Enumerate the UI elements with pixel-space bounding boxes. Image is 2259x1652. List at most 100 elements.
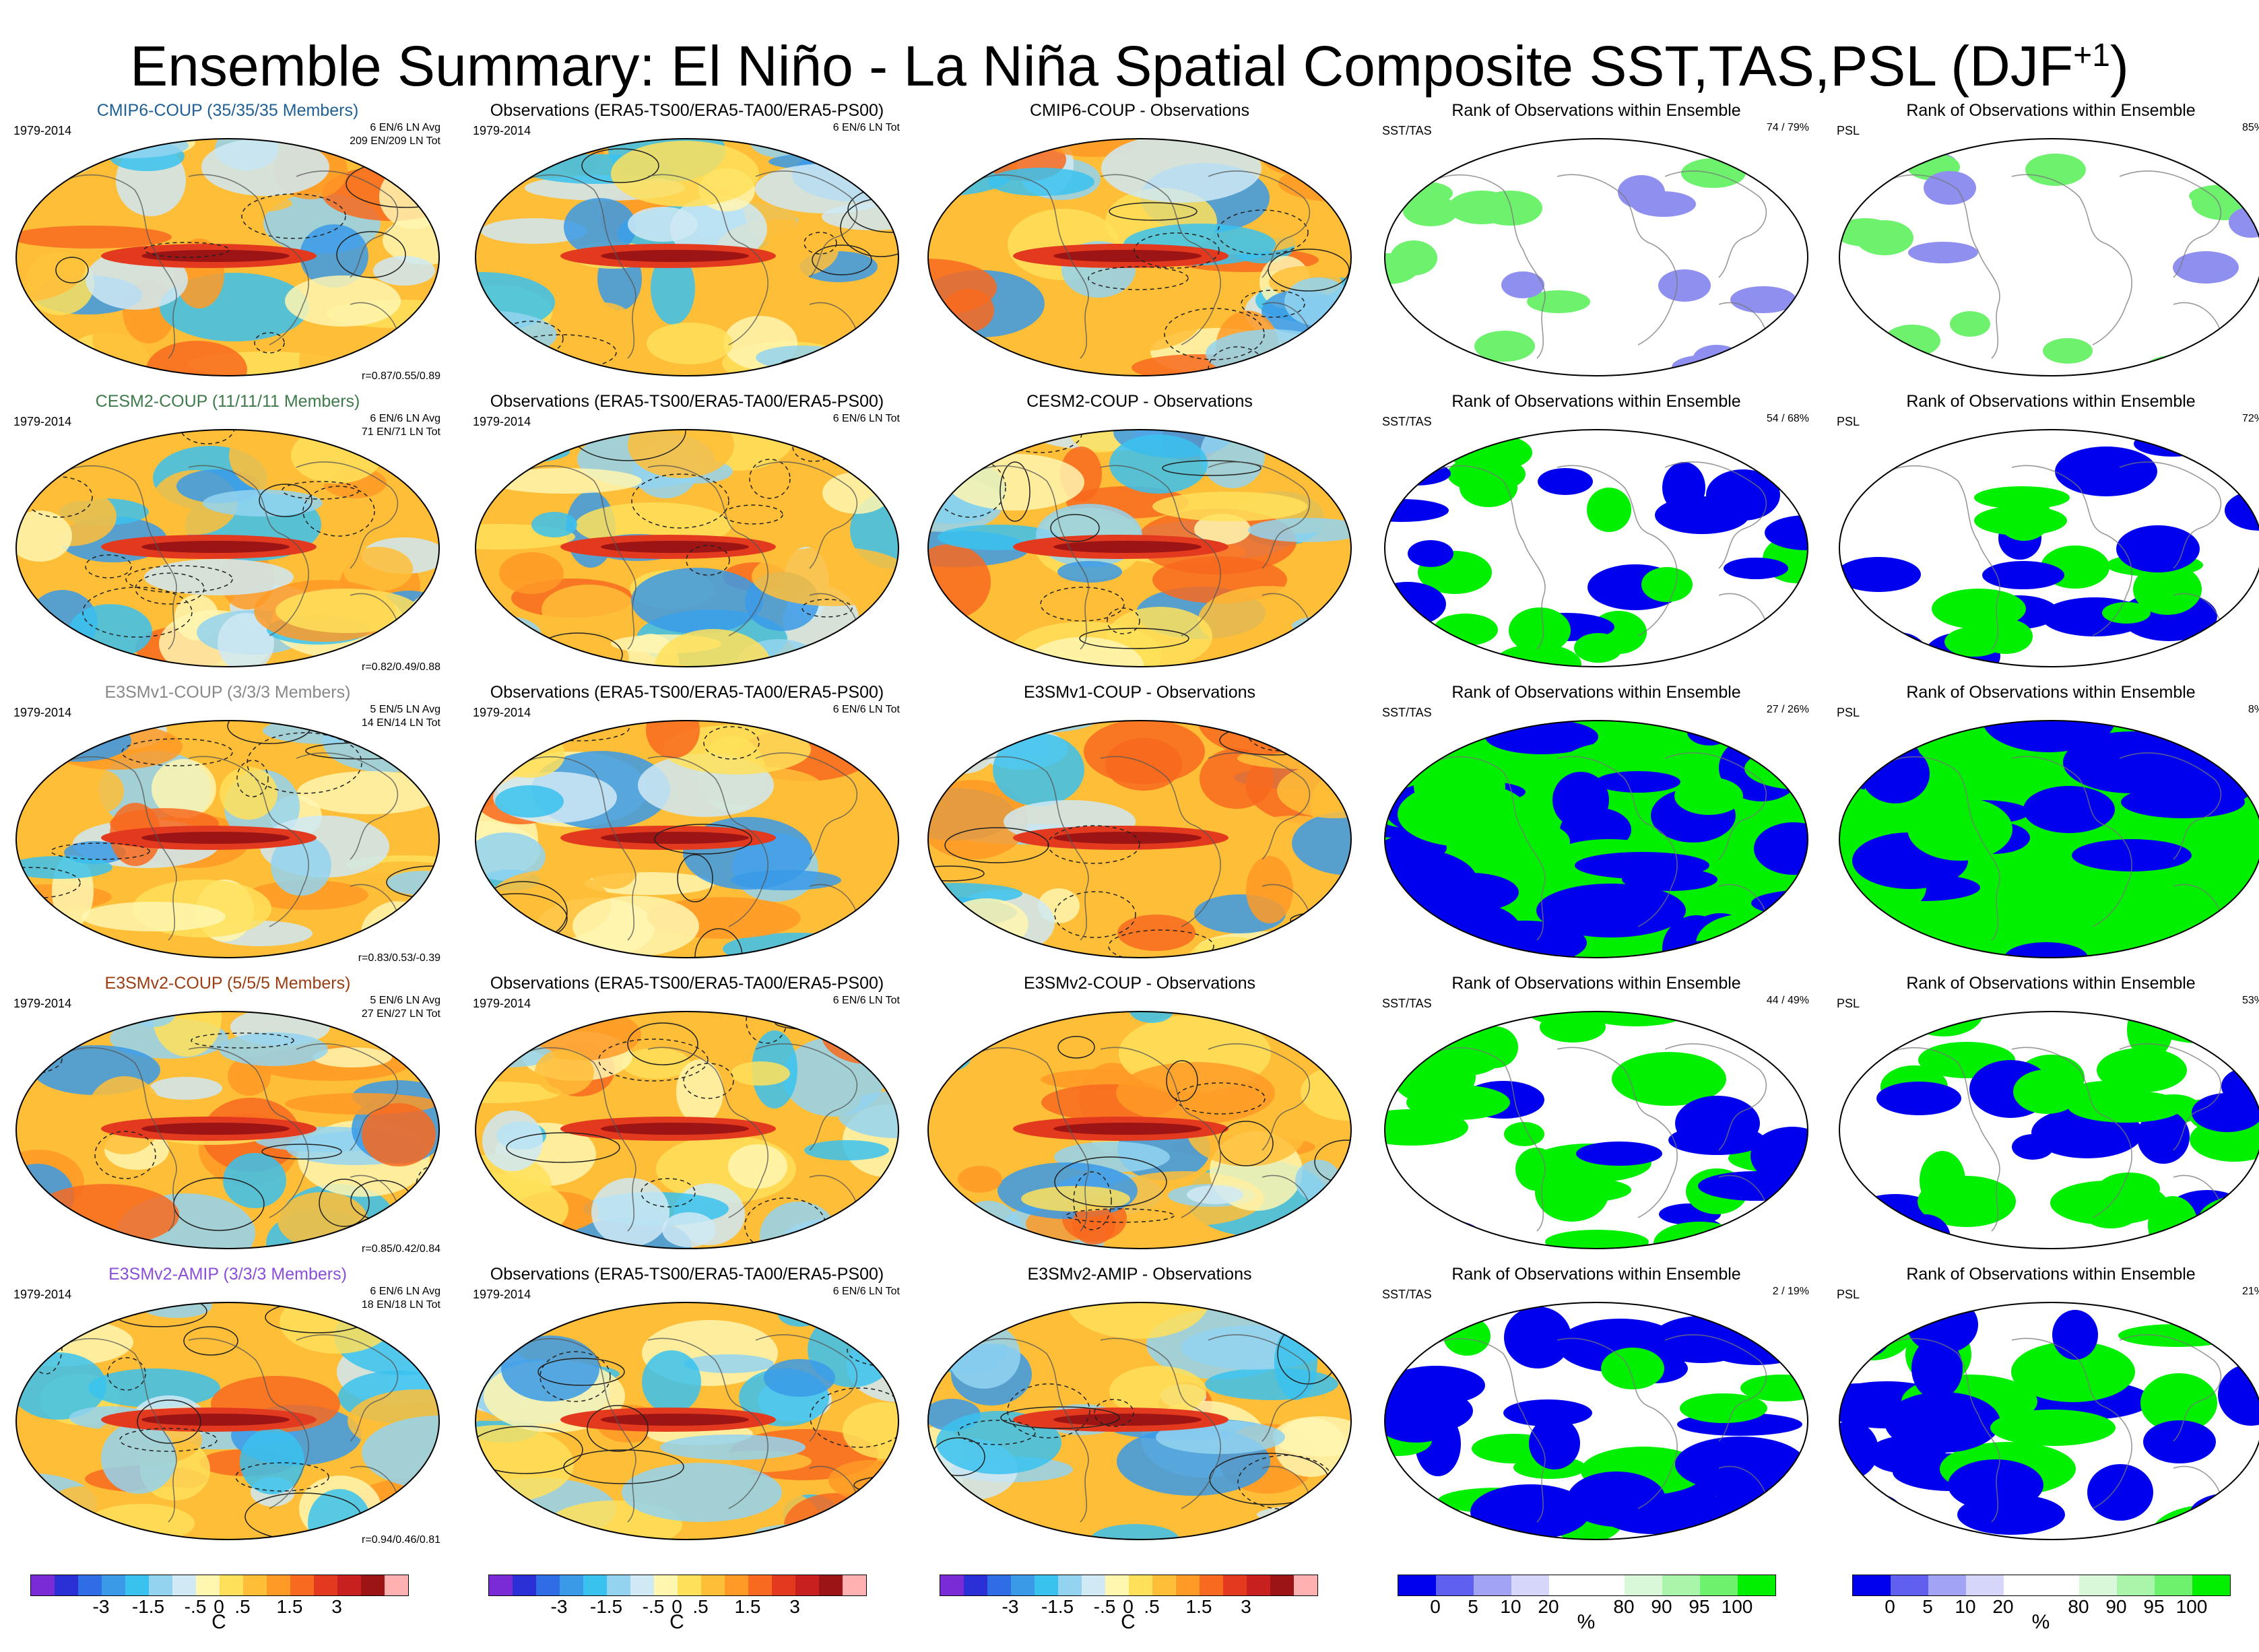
panel-r4-model: E3SMv2-COUP (5/5/5 Members) 1979-2014 5 EN…: [5, 974, 450, 1257]
rank-map: [1837, 1300, 2259, 1542]
colorbar-swatch: [1058, 1575, 1082, 1595]
panel-title: Rank of Observations within Ensemble: [1451, 974, 1741, 993]
pattern-correlation: r=0.94/0.46/0.81: [362, 1534, 440, 1546]
panel-left-label: 1979-2014: [13, 1288, 72, 1301]
colorbar-swatch: [1891, 1575, 1928, 1595]
pattern-correlation: r=0.85/0.42/0.84: [362, 1243, 440, 1255]
panel-right-label: 6 EN/6 LN Avg 209 EN/209 LN Tot: [350, 121, 440, 148]
colorbar-swatch: [1270, 1575, 1294, 1595]
panel-right-line: 5 EN/5 LN Avg: [370, 704, 440, 715]
panel-left-label: PSL: [1837, 415, 1860, 428]
panel-title: Rank of Observations within Ensemble: [1451, 101, 1741, 120]
panel-right-line: 14 EN/14 LN Tot: [361, 717, 440, 729]
colorbar-tick-label: 1.5: [1185, 1596, 1212, 1617]
colorbar-swatch: [172, 1575, 196, 1595]
colorbar-tick-label: 90: [1651, 1596, 1672, 1617]
panel-r3-rank_sst: Rank of Observations within Ensemble SST/…: [1374, 683, 1819, 966]
panel-title: E3SMv2-AMIP (3/3/3 Members): [108, 1265, 347, 1284]
colorbar-tick-label: -1.5: [131, 1596, 165, 1617]
colorbar-tick-label: 1.5: [276, 1596, 303, 1617]
pattern-correlation: r=0.83/0.53/-0.39: [358, 952, 440, 964]
panel-left-label: PSL: [1837, 1288, 1860, 1301]
panel-r3-observations: Observations (ERA5-TS00/ERA5-TA00/ERA5-P…: [465, 683, 909, 966]
panel-right-label: 85%: [2242, 121, 2259, 135]
anomaly-map: [925, 718, 1354, 960]
rank-unit-2: %: [2031, 1611, 2050, 1633]
colorbar-tick-label: -1.5: [589, 1596, 623, 1617]
panel-left-label: 1979-2014: [473, 124, 531, 137]
rank-colorbar-2: [1852, 1575, 2231, 1596]
panel-right-label: 74 / 79%: [1767, 121, 1809, 135]
colorbar-swatch: [385, 1575, 408, 1595]
panel-right-line: 54 / 68%: [1766, 413, 1809, 424]
rank-map: [1382, 718, 1810, 960]
panel-right-label: 5 EN/6 LN Avg 27 EN/27 LN Tot: [362, 994, 440, 1021]
temperature-colorbar-1: [30, 1575, 409, 1596]
panel-right-line: 8%: [2248, 704, 2259, 715]
colorbar-swatch: [678, 1575, 701, 1595]
panel-r1-rank_sst: Rank of Observations within Ensemble SST/…: [1374, 101, 1819, 384]
panel-right-line: 44 / 49%: [1766, 995, 1809, 1006]
panel-right-line: 5 EN/6 LN Avg: [370, 995, 440, 1006]
panel-right-label: 53%: [2242, 994, 2259, 1007]
panel-r2-model: CESM2-COUP (11/11/11 Members) 1979-2014 6 …: [5, 392, 450, 675]
panel-title: CMIP6-COUP (35/35/35 Members): [96, 101, 359, 120]
panel-left-label: 1979-2014: [473, 1288, 531, 1301]
panel-r1-difference: CMIP6-COUP - Observations: [917, 101, 1362, 384]
colorbar-swatch: [2155, 1575, 2192, 1595]
panel-right-label: 6 EN/6 LN Tot: [833, 703, 900, 717]
colorbar-swatch: [267, 1575, 290, 1595]
colorbar-swatch: [1662, 1575, 1700, 1595]
panel-right-label: 6 EN/6 LN Tot: [833, 121, 900, 135]
colorbar-swatch: [2041, 1575, 2079, 1595]
colorbar-tick-label: -.5: [1093, 1596, 1116, 1617]
colorbar-swatch: [102, 1575, 125, 1595]
panel-right-line: 6 EN/6 LN Avg: [370, 1286, 440, 1297]
colorbar-swatch: [725, 1575, 748, 1595]
panel-r4-rank_sst: Rank of Observations within Ensemble SST/…: [1374, 974, 1819, 1257]
colorbar-swatch: [290, 1575, 314, 1595]
panel-right-line: 85%: [2241, 122, 2259, 133]
colorbar-swatch: [337, 1575, 361, 1595]
panel-right-line: 6 EN/6 LN Tot: [832, 413, 900, 424]
colorbar-tick-label: -1.5: [1041, 1596, 1074, 1617]
panel-right-line: 21%: [2241, 1286, 2259, 1297]
colorbar-swatch: [536, 1575, 560, 1595]
colorbar-tick-label: 3: [789, 1596, 800, 1617]
panel-title: Rank of Observations within Ensemble: [1451, 683, 1741, 702]
colorbar-swatch: [513, 1575, 536, 1595]
temperature-colorbar-3: [940, 1575, 1318, 1596]
anomaly-map: [925, 136, 1354, 378]
panel-r2-difference: CESM2-COUP - Observations: [917, 392, 1362, 675]
colorbar-swatch: [2004, 1575, 2041, 1595]
panel-right-line: 27 EN/27 LN Tot: [361, 1008, 440, 1020]
colorbar-tick-label: 20: [1992, 1596, 2014, 1617]
panel-title: CMIP6-COUP - Observations: [1029, 101, 1249, 120]
panel-left-label: 1979-2014: [473, 706, 531, 719]
rank-map: [1382, 1300, 1810, 1542]
panel-title: Rank of Observations within Ensemble: [1906, 392, 2196, 411]
panel-r5-observations: Observations (ERA5-TS00/ERA5-TA00/ERA5-P…: [465, 1265, 909, 1548]
colorbar-swatch: [772, 1575, 795, 1595]
colorbar-tick-label: -3: [1002, 1596, 1019, 1617]
colorbar-tick-label: -.5: [642, 1596, 665, 1617]
colorbar-tick-label: 1.5: [734, 1596, 761, 1617]
colorbar-swatch: [940, 1575, 964, 1595]
colorbar-swatch: [795, 1575, 819, 1595]
rank-colorbar-ticks-2: 0 5 10 20 80 90 95 100: [1852, 1596, 2229, 1619]
panel-title: E3SMv2-AMIP - Observations: [1027, 1265, 1252, 1284]
panel-left-label: 1979-2014: [473, 997, 531, 1010]
panel-left-label: 1979-2014: [13, 415, 72, 428]
panel-title: E3SMv1-COUP (3/3/3 Members): [104, 683, 351, 702]
panel-right-line: 71 EN/71 LN Tot: [361, 426, 440, 438]
panel-right-line: 53%: [2241, 995, 2259, 1006]
colorbar-swatch: [1928, 1575, 1966, 1595]
colorbar-tick-label: .5: [1144, 1596, 1160, 1617]
panel-r2-observations: Observations (ERA5-TS00/ERA5-TA00/ERA5-P…: [465, 392, 909, 675]
colorbar-tick-label: 5: [1468, 1596, 1478, 1617]
panel-r4-rank_psl: Rank of Observations within Ensemble PSL 5…: [1829, 974, 2259, 1257]
panel-title: Observations (ERA5-TS00/ERA5-TA00/ERA5-P…: [490, 1265, 884, 1284]
panel-right-label: 6 EN/6 LN Tot: [833, 412, 900, 426]
colorbar-swatch: [55, 1575, 78, 1595]
colorbar-tick-label: 80: [1613, 1596, 1635, 1617]
